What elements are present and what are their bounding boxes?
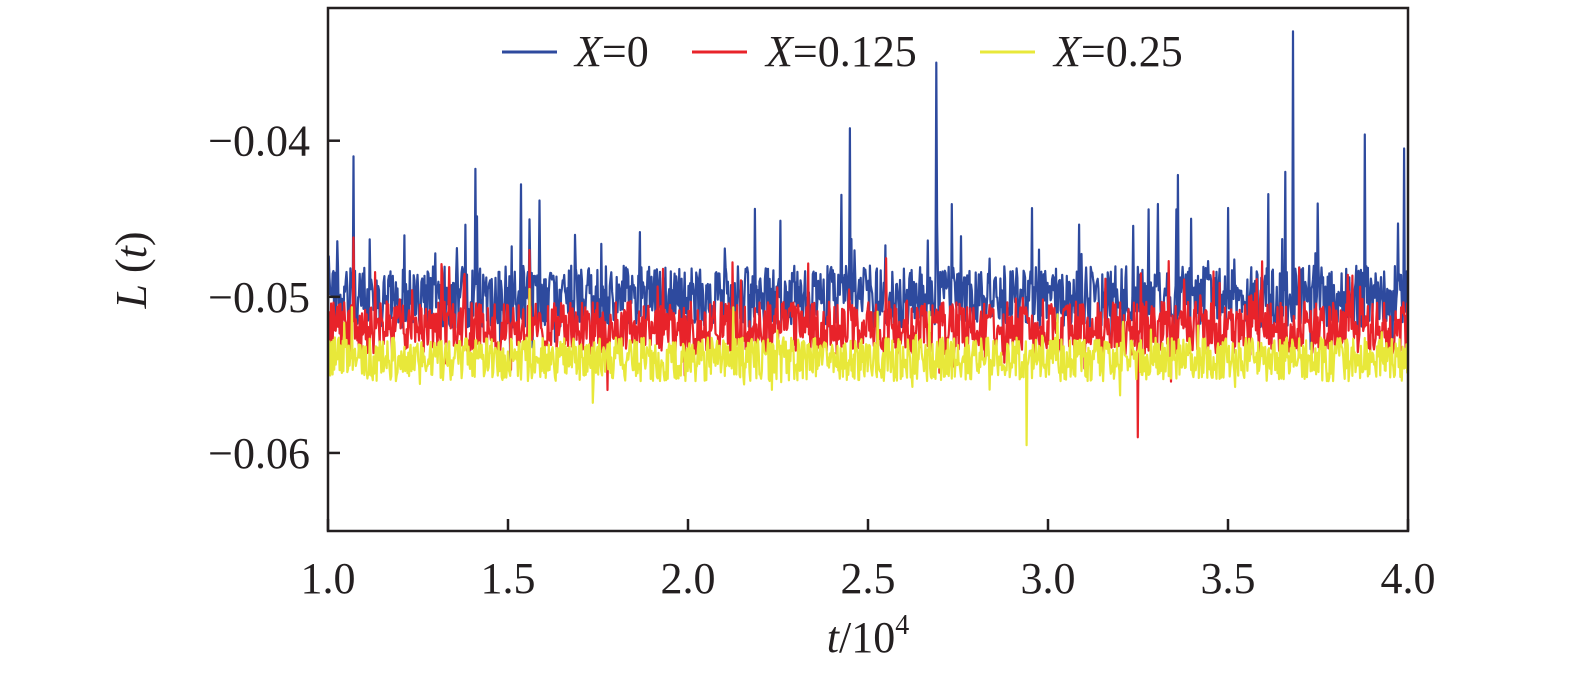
series-layer	[328, 30, 1408, 447]
y-axis-title: L (t)	[107, 231, 156, 309]
svg-text:X=0.25: X=0.25	[1052, 27, 1183, 76]
y-tick-label: −0.04	[208, 117, 310, 166]
y-axis-ticks: −0.04 −0.05 −0.06	[208, 117, 340, 478]
x-tick-label: 3.0	[1021, 554, 1076, 603]
plot-frame	[326, 6, 1410, 533]
legend-entry-x0125: X=0.125	[692, 27, 917, 76]
legend-entry-x025: X=0.25	[980, 27, 1183, 76]
x-axis-title: t/104	[827, 610, 909, 662]
series-line-x0125	[328, 236, 1408, 439]
legend: X=0 X=0.125 X=0.25	[502, 27, 1183, 76]
svg-text:X=0.125: X=0.125	[764, 27, 917, 76]
x-axis-ticks: 1.0 1.5 2.0 2.5 3.0 3.5 4.0	[301, 519, 1436, 603]
series-line-x025	[328, 287, 1408, 447]
x-tick-label: 4.0	[1381, 554, 1436, 603]
x-tick-label: 1.5	[481, 554, 536, 603]
x-tick-label: 3.5	[1201, 554, 1256, 603]
y-tick-label: −0.06	[208, 429, 310, 478]
y-tick-label: −0.05	[208, 273, 310, 322]
legend-entry-x0: X=0	[502, 27, 649, 76]
x-tick-label: 1.0	[301, 554, 356, 603]
x-tick-label: 2.5	[841, 554, 896, 603]
series-line-x0	[328, 30, 1408, 374]
x-tick-label: 2.0	[661, 554, 716, 603]
svg-text:X=0: X=0	[573, 27, 649, 76]
